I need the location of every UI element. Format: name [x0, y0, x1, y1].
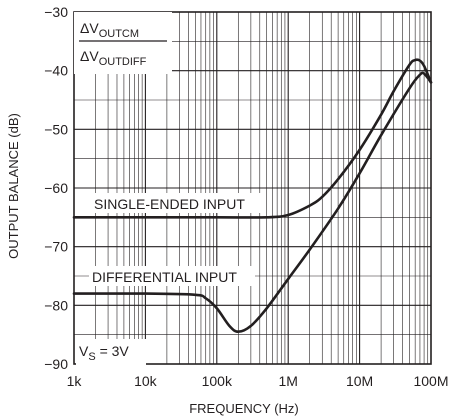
x-tick-label: 1M — [278, 373, 297, 389]
x-tick-label: 10M — [346, 373, 373, 389]
ratio-denominator: ΔVOUTDIFF — [80, 48, 147, 68]
x-tick-label: 100k — [202, 373, 233, 389]
y-axis-title: OUTPUT BALANCE (dB) — [6, 113, 21, 259]
x-tick-label: 10k — [134, 373, 158, 389]
y-tick-label: −50 — [44, 121, 68, 137]
x-tick-label: 100M — [413, 373, 448, 389]
y-tick-label: −90 — [44, 356, 68, 372]
plot-frame — [73, 11, 432, 365]
single-ended-series-line — [72, 58, 433, 219]
differential-label: DIFFERENTIAL INPUT — [92, 269, 237, 285]
condition-label: VS = 3V — [79, 343, 129, 363]
x-tick-label: 1k — [67, 373, 83, 389]
y-tick-label: −30 — [44, 4, 68, 20]
data-series — [72, 58, 433, 334]
x-axis-title: FREQUENCY (Hz) — [189, 401, 299, 416]
condition-label-background — [76, 339, 146, 365]
differential-label-background — [89, 266, 255, 286]
y-tick-label: −70 — [44, 239, 68, 255]
x-tick-labels: 1k 10k 100k 1M 10M 100M — [67, 373, 449, 389]
single-ended-label-background — [91, 193, 265, 213]
ratio-numerator: ΔVOUTCM — [80, 20, 139, 40]
differential-series-line — [72, 71, 433, 334]
y-tick-label: −60 — [44, 180, 68, 196]
y-tick-labels: −30 −40 −50 −60 −70 −80 −90 — [44, 4, 68, 372]
y-tick-label: −80 — [44, 297, 68, 313]
y-tick-label: −40 — [44, 63, 68, 79]
single-ended-label: SINGLE-ENDED INPUT — [94, 196, 245, 212]
ratio-label-background — [74, 12, 172, 74]
